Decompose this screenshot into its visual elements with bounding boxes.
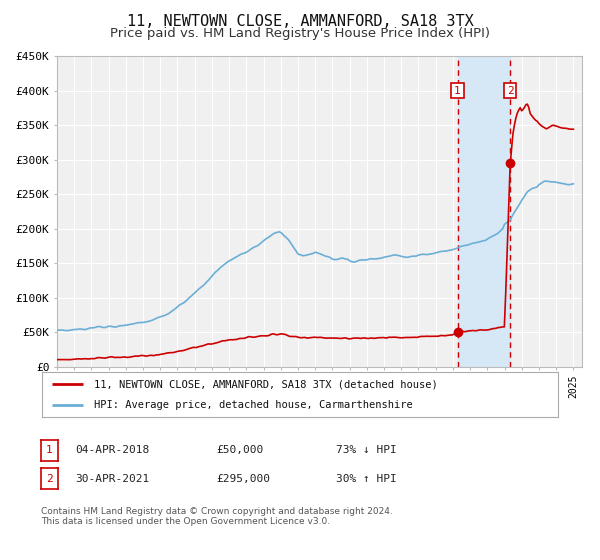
Text: HPI: Average price, detached house, Carmarthenshire: HPI: Average price, detached house, Carm… (94, 400, 412, 410)
Text: Price paid vs. HM Land Registry's House Price Index (HPI): Price paid vs. HM Land Registry's House … (110, 27, 490, 40)
Text: Contains HM Land Registry data © Crown copyright and database right 2024.
This d: Contains HM Land Registry data © Crown c… (41, 507, 392, 526)
Text: 04-APR-2018: 04-APR-2018 (75, 445, 149, 455)
Text: 73% ↓ HPI: 73% ↓ HPI (336, 445, 397, 455)
Text: 2: 2 (46, 474, 53, 484)
Text: 30% ↑ HPI: 30% ↑ HPI (336, 474, 397, 484)
Text: 11, NEWTOWN CLOSE, AMMANFORD, SA18 3TX: 11, NEWTOWN CLOSE, AMMANFORD, SA18 3TX (127, 14, 473, 29)
Text: £50,000: £50,000 (216, 445, 263, 455)
Text: 2: 2 (507, 86, 514, 96)
Text: 1: 1 (454, 86, 461, 96)
Text: £295,000: £295,000 (216, 474, 270, 484)
Bar (458, 56, 510, 367)
Text: 1: 1 (46, 445, 53, 455)
Text: 11, NEWTOWN CLOSE, AMMANFORD, SA18 3TX (detached house): 11, NEWTOWN CLOSE, AMMANFORD, SA18 3TX (… (94, 380, 437, 390)
Text: 30-APR-2021: 30-APR-2021 (75, 474, 149, 484)
